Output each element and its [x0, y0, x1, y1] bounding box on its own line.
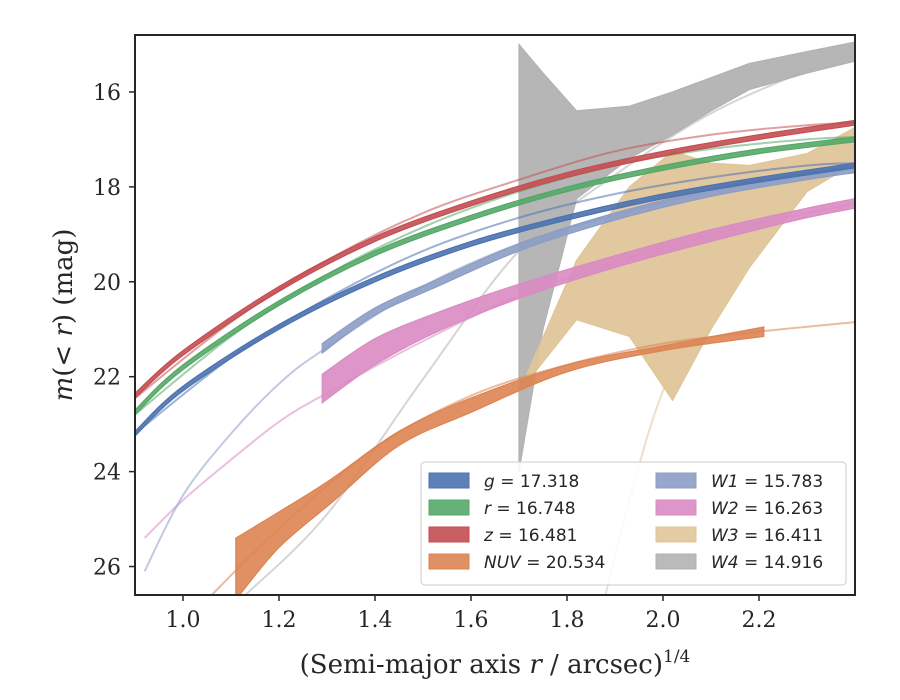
legend-label-r: r = 16.748	[484, 499, 576, 519]
band-w3	[523, 126, 855, 402]
legend: g = 17.318 r = 16.748 z = 16.481 NUV = 20.5…	[420, 461, 847, 586]
x-axis-label: (Semi-major axis r / arcsec)1/4	[300, 647, 691, 680]
legend-swatch-r	[428, 499, 470, 516]
x-tick-label: 1.4	[358, 608, 393, 633]
y-tick-label: 16	[93, 81, 121, 106]
legend-label-g: g = 17.318	[484, 472, 579, 492]
band-nuv	[235, 326, 765, 595]
legend-swatch-g	[428, 472, 470, 489]
x-tick-label: 2.2	[742, 608, 777, 633]
y-tick-label: 18	[93, 176, 121, 201]
legend-swatch-nuv	[428, 553, 470, 570]
legend-swatch-w4	[655, 553, 697, 570]
band-z	[135, 119, 855, 399]
x-tick-label: 1.8	[550, 608, 585, 633]
y-axis-label: m(< r) (mag)	[49, 229, 79, 402]
y-tick-label: 20	[93, 271, 121, 296]
legend-label-w2: W2 = 16.263	[711, 499, 823, 519]
x-tick-label: 1.2	[262, 608, 297, 633]
legend-frame	[420, 461, 847, 586]
band-w4	[518, 41, 855, 472]
legend-label-z: z = 16.481	[483, 526, 577, 546]
plot-frame	[134, 34, 856, 596]
legend-swatch-w1	[655, 472, 697, 489]
legend-label-nuv: NUV = 20.534	[484, 553, 605, 573]
legend-swatch-w2	[655, 499, 697, 516]
band-r	[135, 136, 855, 416]
legend-label-w1: W1 = 15.783	[711, 472, 823, 492]
legend-swatch-z	[428, 526, 470, 543]
axes: 1.0 1.2 1.4 1.6 1.8 2.0 2.2 16 18 20 22 24 26	[93, 81, 777, 633]
x-tick-label: 1.6	[454, 608, 489, 633]
legend-swatch-w3	[655, 526, 697, 543]
y-tick-label: 26	[93, 556, 121, 581]
x-tick-label: 2.0	[646, 608, 681, 633]
y-tick-label: 22	[93, 366, 121, 391]
legend-label-w4: W4 = 14.916	[711, 553, 823, 573]
legend-label-w3: W3 = 16.411	[711, 526, 823, 546]
band-g	[135, 162, 855, 437]
y-tick-label: 24	[93, 461, 121, 486]
x-tick-label: 1.0	[166, 608, 201, 633]
